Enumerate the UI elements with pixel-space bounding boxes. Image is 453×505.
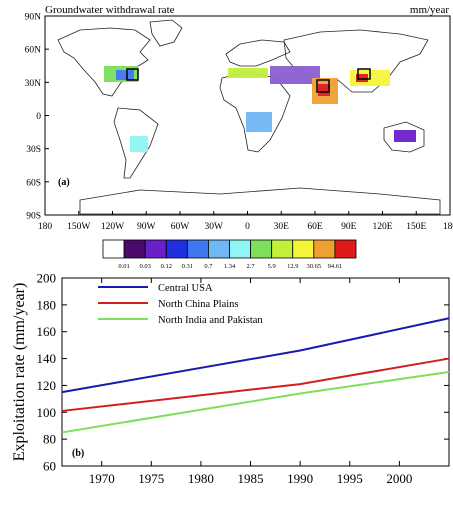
south-america-outline: [113, 107, 159, 179]
colorbar-swatch: [313, 239, 336, 259]
greenland-outline: [149, 19, 183, 47]
colorbar-label: 2.7: [247, 263, 256, 270]
colorbar-swatch: [123, 239, 146, 259]
colorbar-swatch: [208, 239, 230, 259]
map-units: mm/year: [410, 4, 449, 16]
lon-tick-label: 150W: [67, 222, 90, 232]
longitude-axis: 180 150W 120W 90W 60W 30W 0 30E 60E 90E 120E 150E 18…: [38, 211, 453, 232]
colorbar-label: 0.01: [118, 263, 129, 270]
latitude-axis: 90N 60N 30N 0 30S 60S 90S: [25, 13, 49, 222]
colorbar-label: 0.12: [161, 263, 172, 270]
colorbar-swatch: [186, 239, 209, 259]
y-tick-label: 100: [37, 405, 57, 420]
y-axis-label: Exploitation rate (mm/year): [11, 283, 28, 462]
lon-tick-label: 60W: [171, 222, 190, 232]
patch-australia: [394, 130, 416, 142]
patch-central-usa-core: [116, 70, 134, 80]
colorbar-label: 0.31: [182, 263, 193, 270]
lon-tick-label: 150E: [406, 222, 426, 232]
colorbar-label: 12.9: [287, 263, 298, 270]
colorbar-swatch: [229, 239, 251, 259]
patch-south-america: [130, 136, 148, 152]
x-tick-label: 1995: [337, 471, 363, 486]
europe-outline: [225, 39, 291, 67]
patch-north-china-core: [356, 74, 368, 82]
lon-tick-label: 90E: [341, 222, 357, 232]
y-tick-label: 60: [43, 459, 56, 474]
lat-tick-label: 60S: [26, 178, 41, 188]
lon-tick-label: 180: [38, 222, 53, 232]
x-tick-label: 2000: [386, 471, 412, 486]
lon-tick-label: 120W: [101, 222, 124, 232]
antarctica-outline: [79, 187, 441, 215]
lon-tick-label: 90W: [137, 222, 156, 232]
x-tick-label: 1985: [238, 471, 264, 486]
colorbar-swatch: [165, 239, 188, 259]
colorbar-label: 94.61: [328, 263, 343, 270]
colorbar-label: 0.7: [204, 263, 213, 270]
lat-tick-label: 60N: [25, 46, 42, 56]
lat-tick-label: 30S: [26, 145, 41, 155]
y-tick-label: 120: [37, 378, 57, 393]
lat-tick-label: 30N: [25, 79, 42, 89]
series-line: [61, 371, 450, 434]
patch-mediterranean: [228, 68, 268, 78]
x-tick-label: 1975: [138, 471, 164, 486]
y-tick-label: 140: [37, 351, 57, 366]
colorbar-swatch: [271, 239, 294, 259]
lat-tick-label: 0: [36, 112, 41, 122]
map-panel-label: (a): [58, 177, 70, 188]
patch-middle-east: [270, 66, 320, 84]
chart-panel-label: (b): [72, 448, 84, 459]
lon-tick-label: 30W: [205, 222, 224, 232]
map-title: Groundwater withdrawal rate: [45, 4, 175, 16]
colorbar-swatch: [144, 239, 167, 259]
line-chart-panel: Exploitation rate (mm/year) (b) 60 80 100 1…: [11, 271, 450, 486]
lat-tick-label: 90N: [25, 13, 42, 23]
colorbar-label: 30.65: [307, 263, 322, 270]
chart-axes: 60 80 100 120 140 160 180 200 1970 1975 1980 1985 19…: [37, 271, 449, 486]
colorbar-label: 5.9: [268, 263, 276, 270]
legend-label: North China Plains: [158, 299, 239, 310]
lon-tick-label: 120E: [372, 222, 392, 232]
colorbar: 0.01 0.03 0.12 0.31 0.7 1.34 2.7 5.9 12.9 30.65 94…: [102, 239, 357, 270]
colorbar-label: 0.03: [139, 263, 150, 270]
lat-tick-label: 90S: [26, 212, 41, 222]
legend-label: Central USA: [158, 283, 213, 294]
y-tick-label: 80: [43, 432, 56, 447]
patch-indus-ganges: [318, 84, 330, 96]
patch-africa-south: [246, 112, 272, 132]
lon-tick-label: 0: [245, 222, 250, 232]
australia-outline: [383, 121, 425, 153]
series-line: [61, 357, 450, 412]
colorbar-swatch: [250, 239, 273, 259]
x-tick-label: 1990: [287, 471, 313, 486]
colorbar-label: 1.34: [224, 263, 236, 270]
plot-frame: [61, 277, 450, 467]
x-tick-label: 1980: [188, 471, 214, 486]
region-box-north-china: [357, 68, 371, 80]
legend-label: North India and Pakistan: [158, 315, 263, 326]
colorbar-swatch: [334, 239, 357, 259]
lon-tick-label: 180: [443, 222, 453, 232]
x-tick-label: 1970: [89, 471, 115, 486]
y-tick-label: 180: [37, 297, 57, 312]
map-panel: Groundwater withdrawal rate mm/year: [25, 4, 453, 232]
withdrawal-rate-patches: [104, 66, 416, 152]
lon-tick-label: 60E: [307, 222, 323, 232]
region-box-central-usa: [126, 68, 139, 81]
colorbar-swatch: [292, 239, 315, 259]
chart-legend: Central USA North China Plains North India…: [98, 283, 263, 326]
chart-series: [61, 317, 450, 434]
series-line: [61, 317, 450, 394]
lon-tick-label: 30E: [274, 222, 290, 232]
y-tick-label: 200: [37, 271, 57, 286]
region-box-north-india: [316, 79, 330, 93]
colorbar-swatch: [102, 239, 125, 259]
y-tick-label: 160: [37, 324, 57, 339]
